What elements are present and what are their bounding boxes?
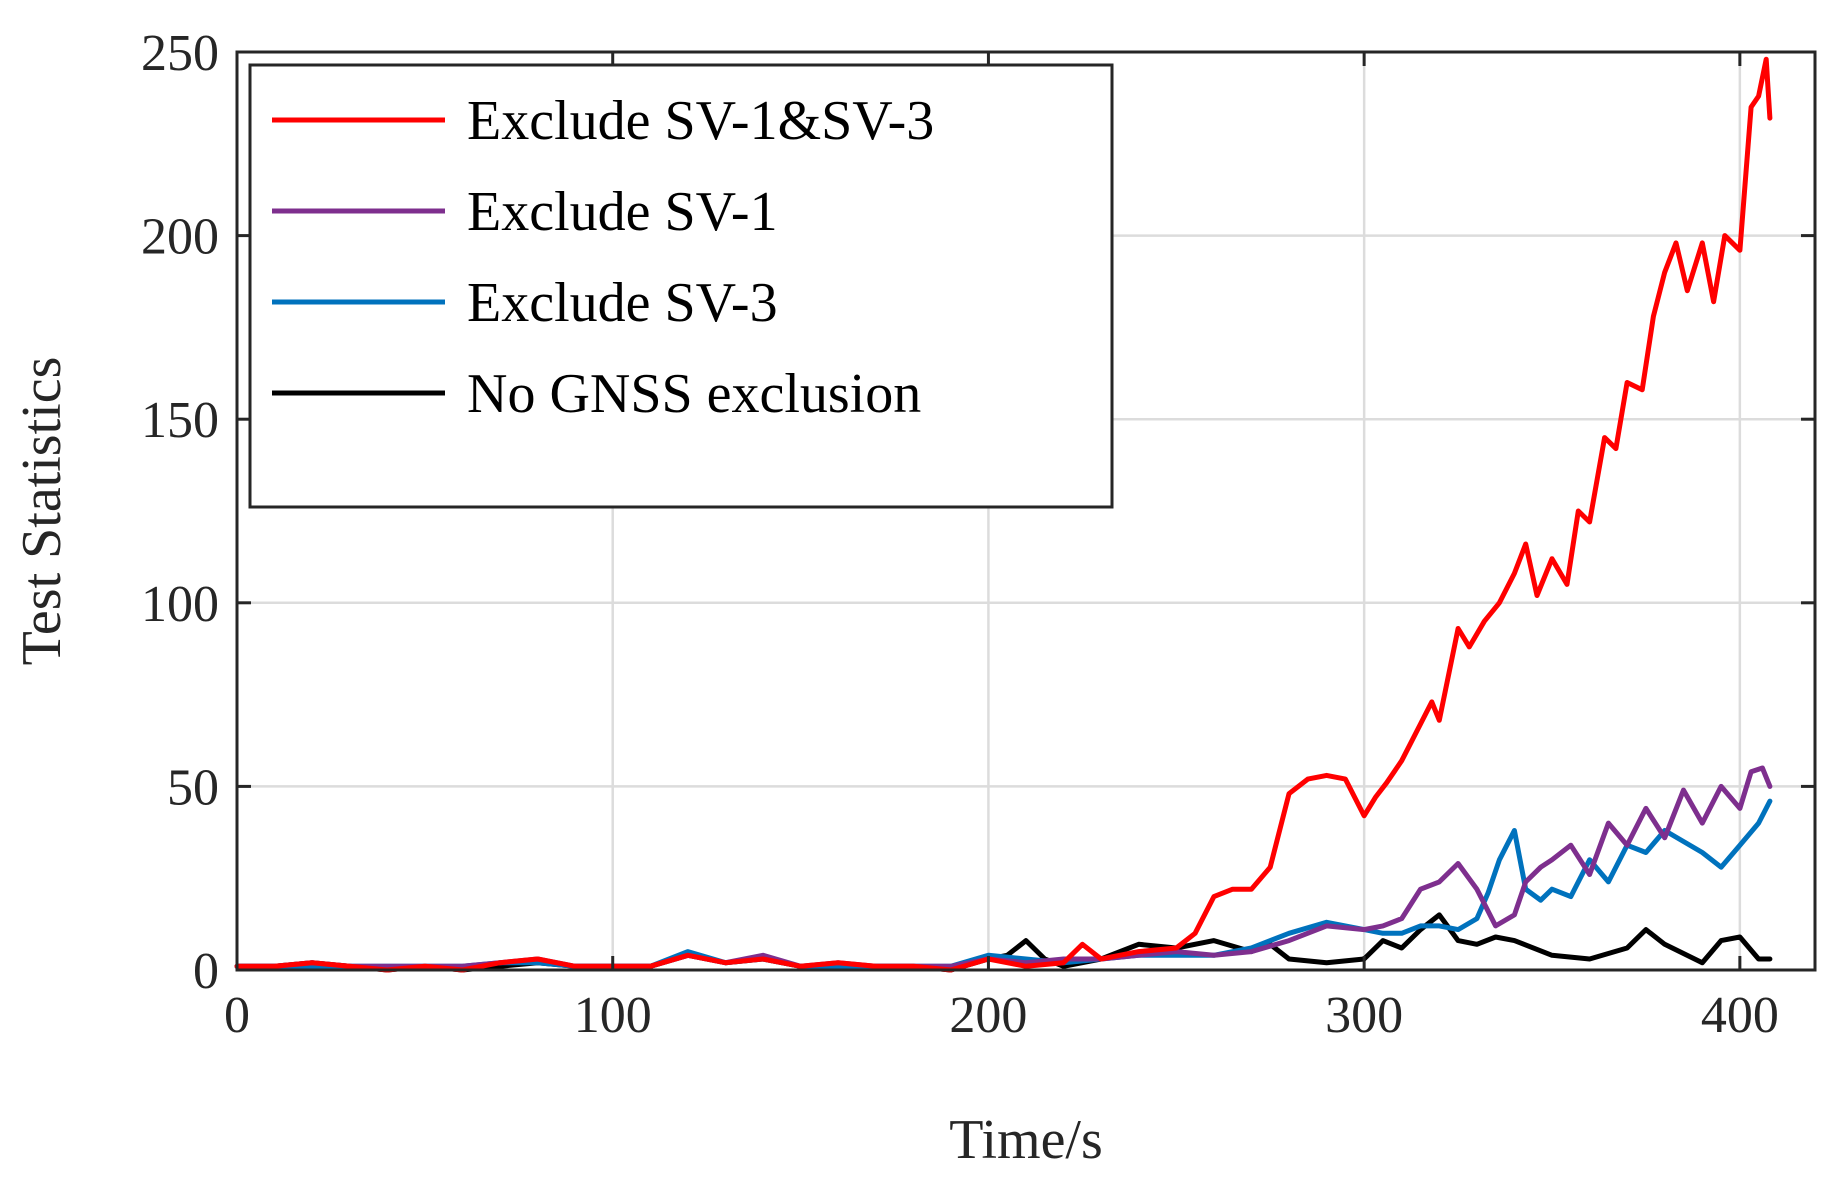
y-tick-label: 150 <box>141 392 219 449</box>
axes-box <box>235 50 1817 972</box>
y-tick-label: 0 <box>193 943 219 1000</box>
legend-label: Exclude SV-3 <box>467 272 778 334</box>
x-tick-label: 100 <box>574 987 652 1044</box>
x-tick-label: 200 <box>949 987 1027 1044</box>
x-tick-label: 0 <box>224 987 250 1044</box>
series-line-exclude-sv-3 <box>234 798 1773 969</box>
x-tick-label: 400 <box>1701 987 1779 1044</box>
legend-box <box>248 63 1114 509</box>
tick-labels: 0 100 200 300 400 0 50 100 150 200 250 <box>141 25 1779 1044</box>
y-tick-label: 200 <box>141 209 219 266</box>
legend-label: Exclude SV-1&SV-3 <box>467 90 934 152</box>
ticks <box>235 50 1815 972</box>
legend-label: Exclude SV-1 <box>467 181 778 243</box>
y-tick-label: 250 <box>141 25 219 82</box>
y-axis-title: Test Statistics <box>11 357 73 666</box>
y-tick-label: 50 <box>167 759 219 816</box>
x-axis-title: Time/s <box>949 1109 1103 1171</box>
series-lines <box>234 56 1773 973</box>
y-tick-label: 100 <box>141 576 219 633</box>
series-line-exclude-sv-1-sv-3 <box>234 56 1773 973</box>
x-tick-label: 300 <box>1325 987 1403 1044</box>
legend: Exclude SV-1&SV-3 Exclude SV-1 Exclude SV-… <box>248 63 1114 509</box>
series-line-exclude-sv-1 <box>234 765 1773 969</box>
legend-label: No GNSS exclusion <box>467 363 921 425</box>
